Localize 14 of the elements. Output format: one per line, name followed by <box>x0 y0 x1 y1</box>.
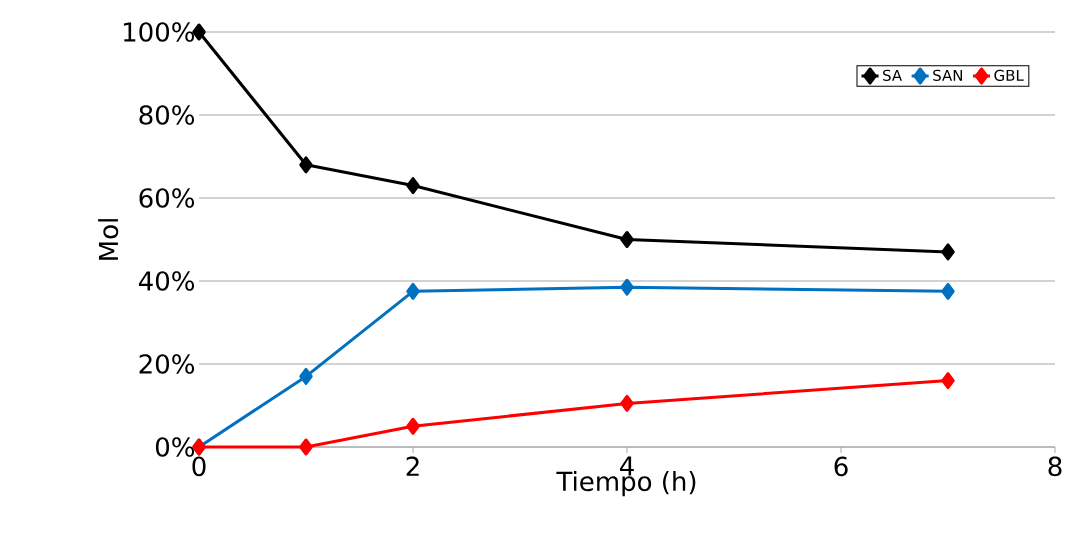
x-tick-label: 0 <box>192 456 206 477</box>
x-tick-label: 8 <box>1048 456 1062 477</box>
y-tick-label: 100% <box>123 22 195 42</box>
y-tick-label: 80% <box>139 105 195 125</box>
y-axis-title: Mol <box>98 219 119 260</box>
legend-label: GBL <box>994 69 1024 82</box>
x-tick-label: 6 <box>834 456 848 477</box>
legend-label: SA <box>883 69 902 82</box>
y-tick-label: 40% <box>138 271 195 291</box>
y-tick-label: 0% <box>155 437 195 457</box>
legend-label: SAN <box>933 69 962 82</box>
y-tick-label: 20% <box>139 354 195 374</box>
y-tick-label: 60% <box>139 188 195 208</box>
x-tick-label: 2 <box>406 456 419 476</box>
